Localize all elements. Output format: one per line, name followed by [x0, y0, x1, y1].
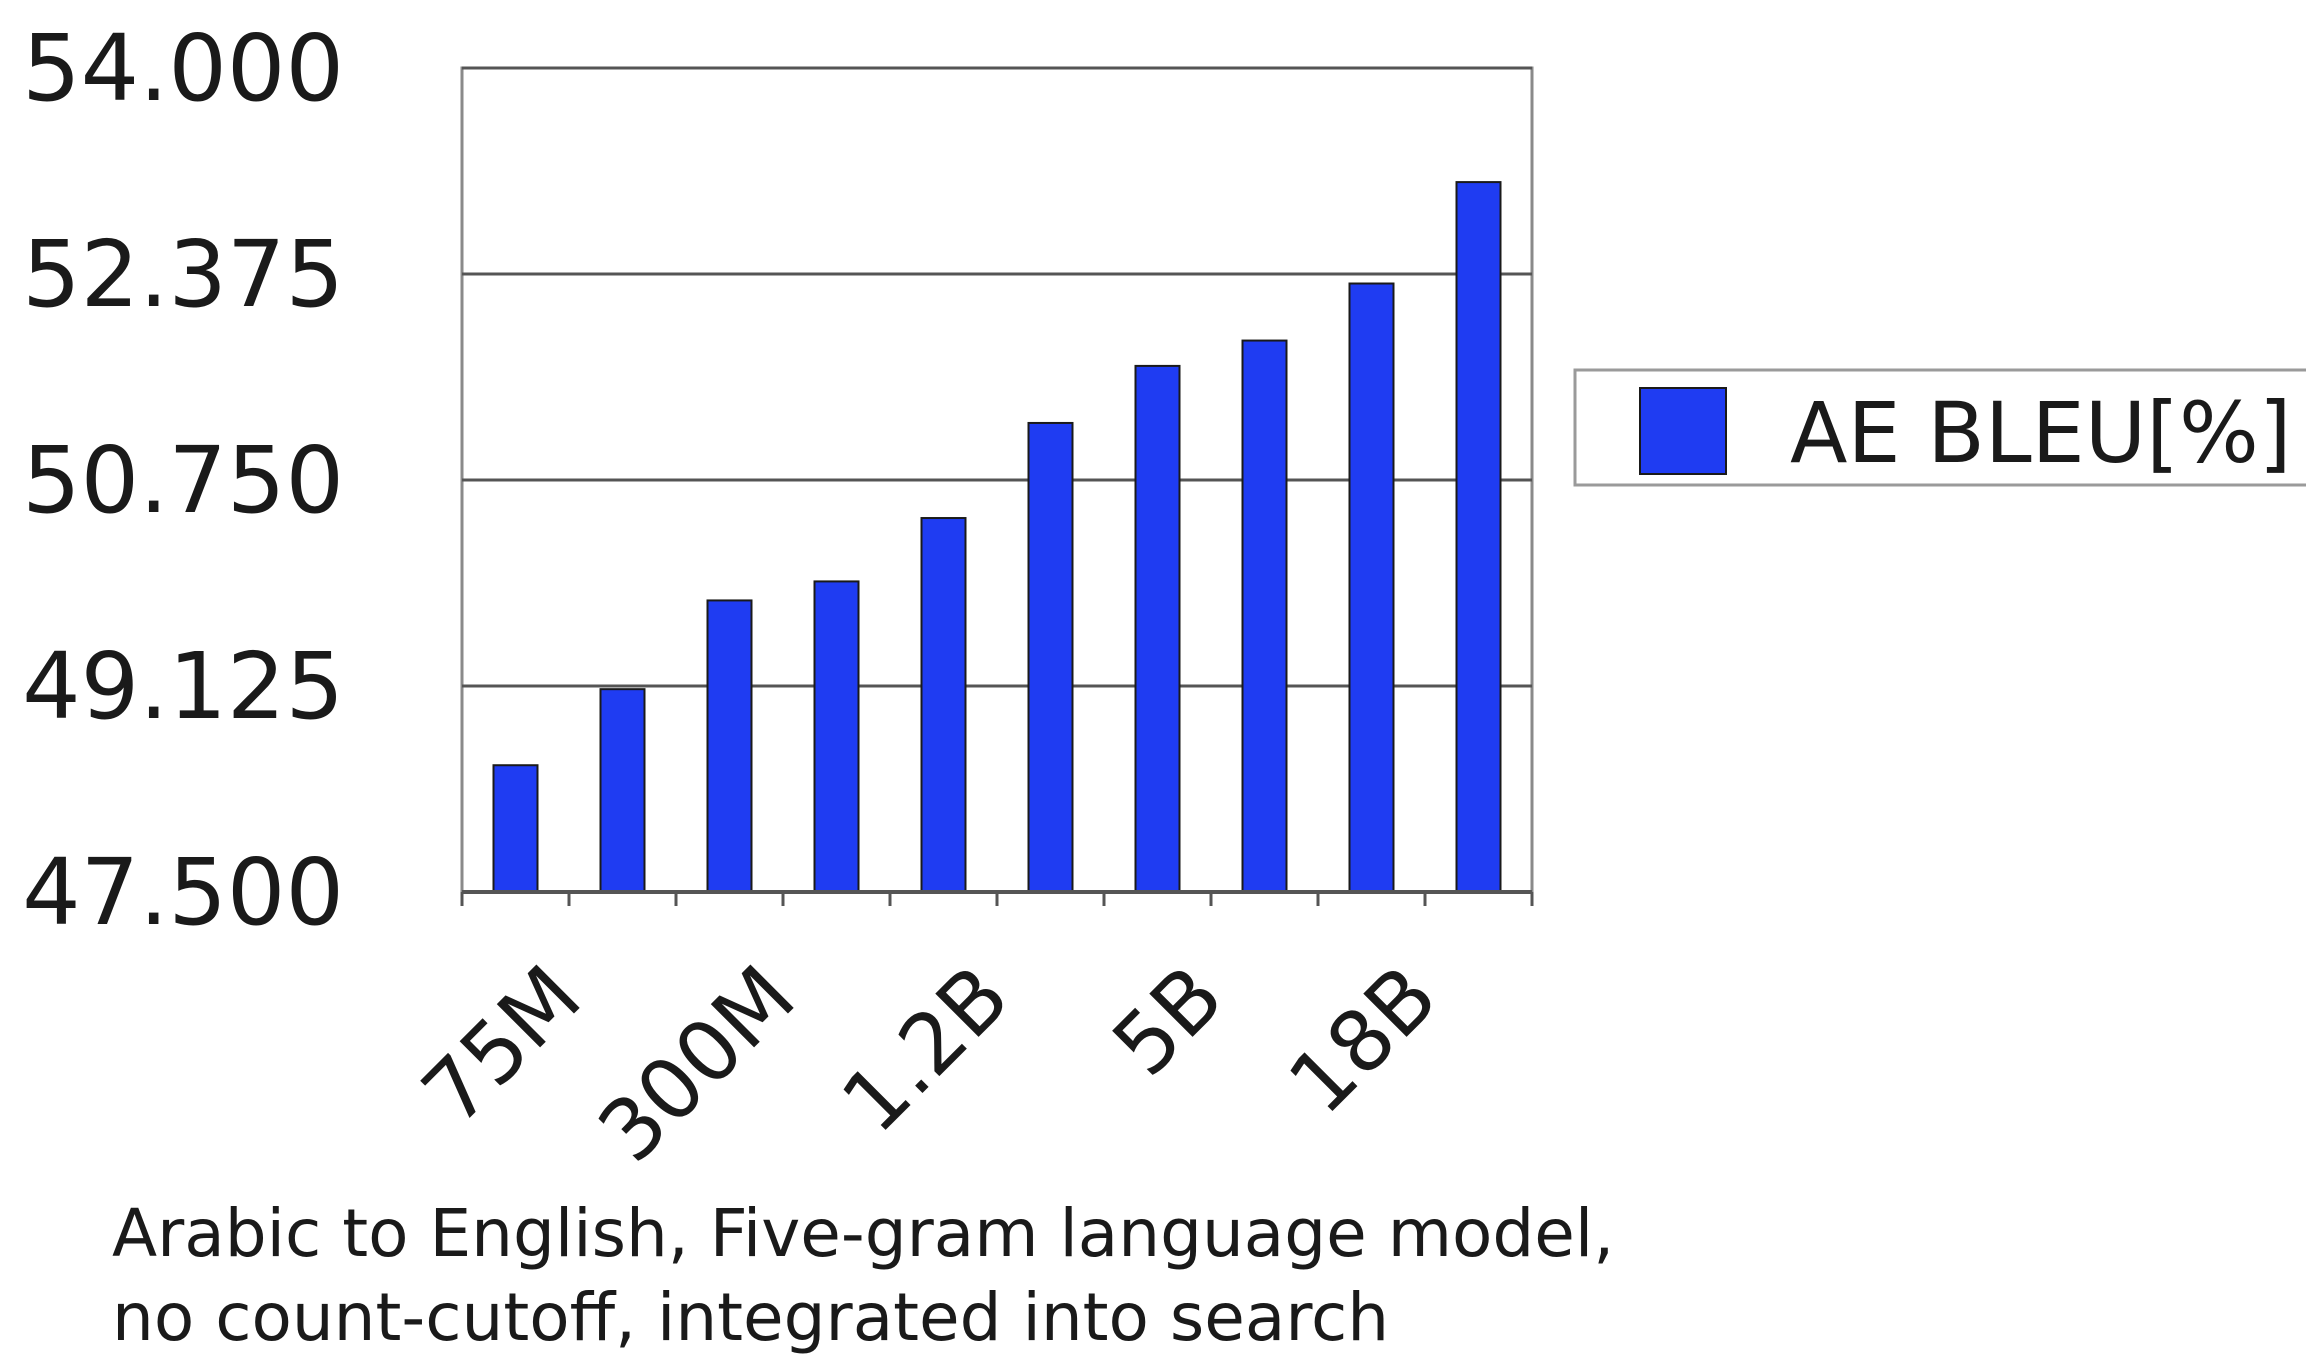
y-tick-label: 49.125: [22, 633, 344, 740]
bar: [492, 764, 539, 894]
chart-caption: Arabic to English, Five-gram language mo…: [112, 1192, 1812, 1360]
y-tick-label: 54.000: [22, 15, 344, 122]
bar: [599, 688, 646, 894]
bar: [1241, 339, 1288, 893]
x-tick-label: 18B: [1270, 947, 1456, 1133]
bar: [813, 580, 860, 894]
x-tick-label: 75M: [404, 947, 600, 1143]
y-tick-label: 47.500: [22, 839, 344, 946]
x-tick-label: 5B: [1094, 947, 1242, 1095]
axes: [460, 890, 1534, 906]
bar: [920, 517, 967, 893]
bar: [1134, 364, 1181, 893]
caption-line-2: no count-cutoff, integrated into search: [112, 1279, 1390, 1356]
bars: [492, 181, 1502, 894]
legend-swatch: [1639, 387, 1727, 475]
x-tick-label: 300M: [580, 947, 814, 1181]
y-tick-label: 52.375: [22, 221, 344, 328]
y-tick-label: 50.750: [22, 427, 344, 534]
legend: AE BLEU[%]: [1573, 368, 2306, 487]
legend-label: AE BLEU[%]: [1790, 384, 2292, 482]
y-tick-labels: 47.500 49.125 50.750 52.375 54.000: [22, 15, 344, 946]
bar: [1348, 282, 1395, 893]
bar: [1027, 421, 1074, 893]
x-tick-label: 1.2B: [823, 947, 1028, 1152]
caption-line-1: Arabic to English, Five-gram language mo…: [112, 1195, 1615, 1272]
bar: [1455, 181, 1502, 894]
bar: [706, 599, 753, 894]
